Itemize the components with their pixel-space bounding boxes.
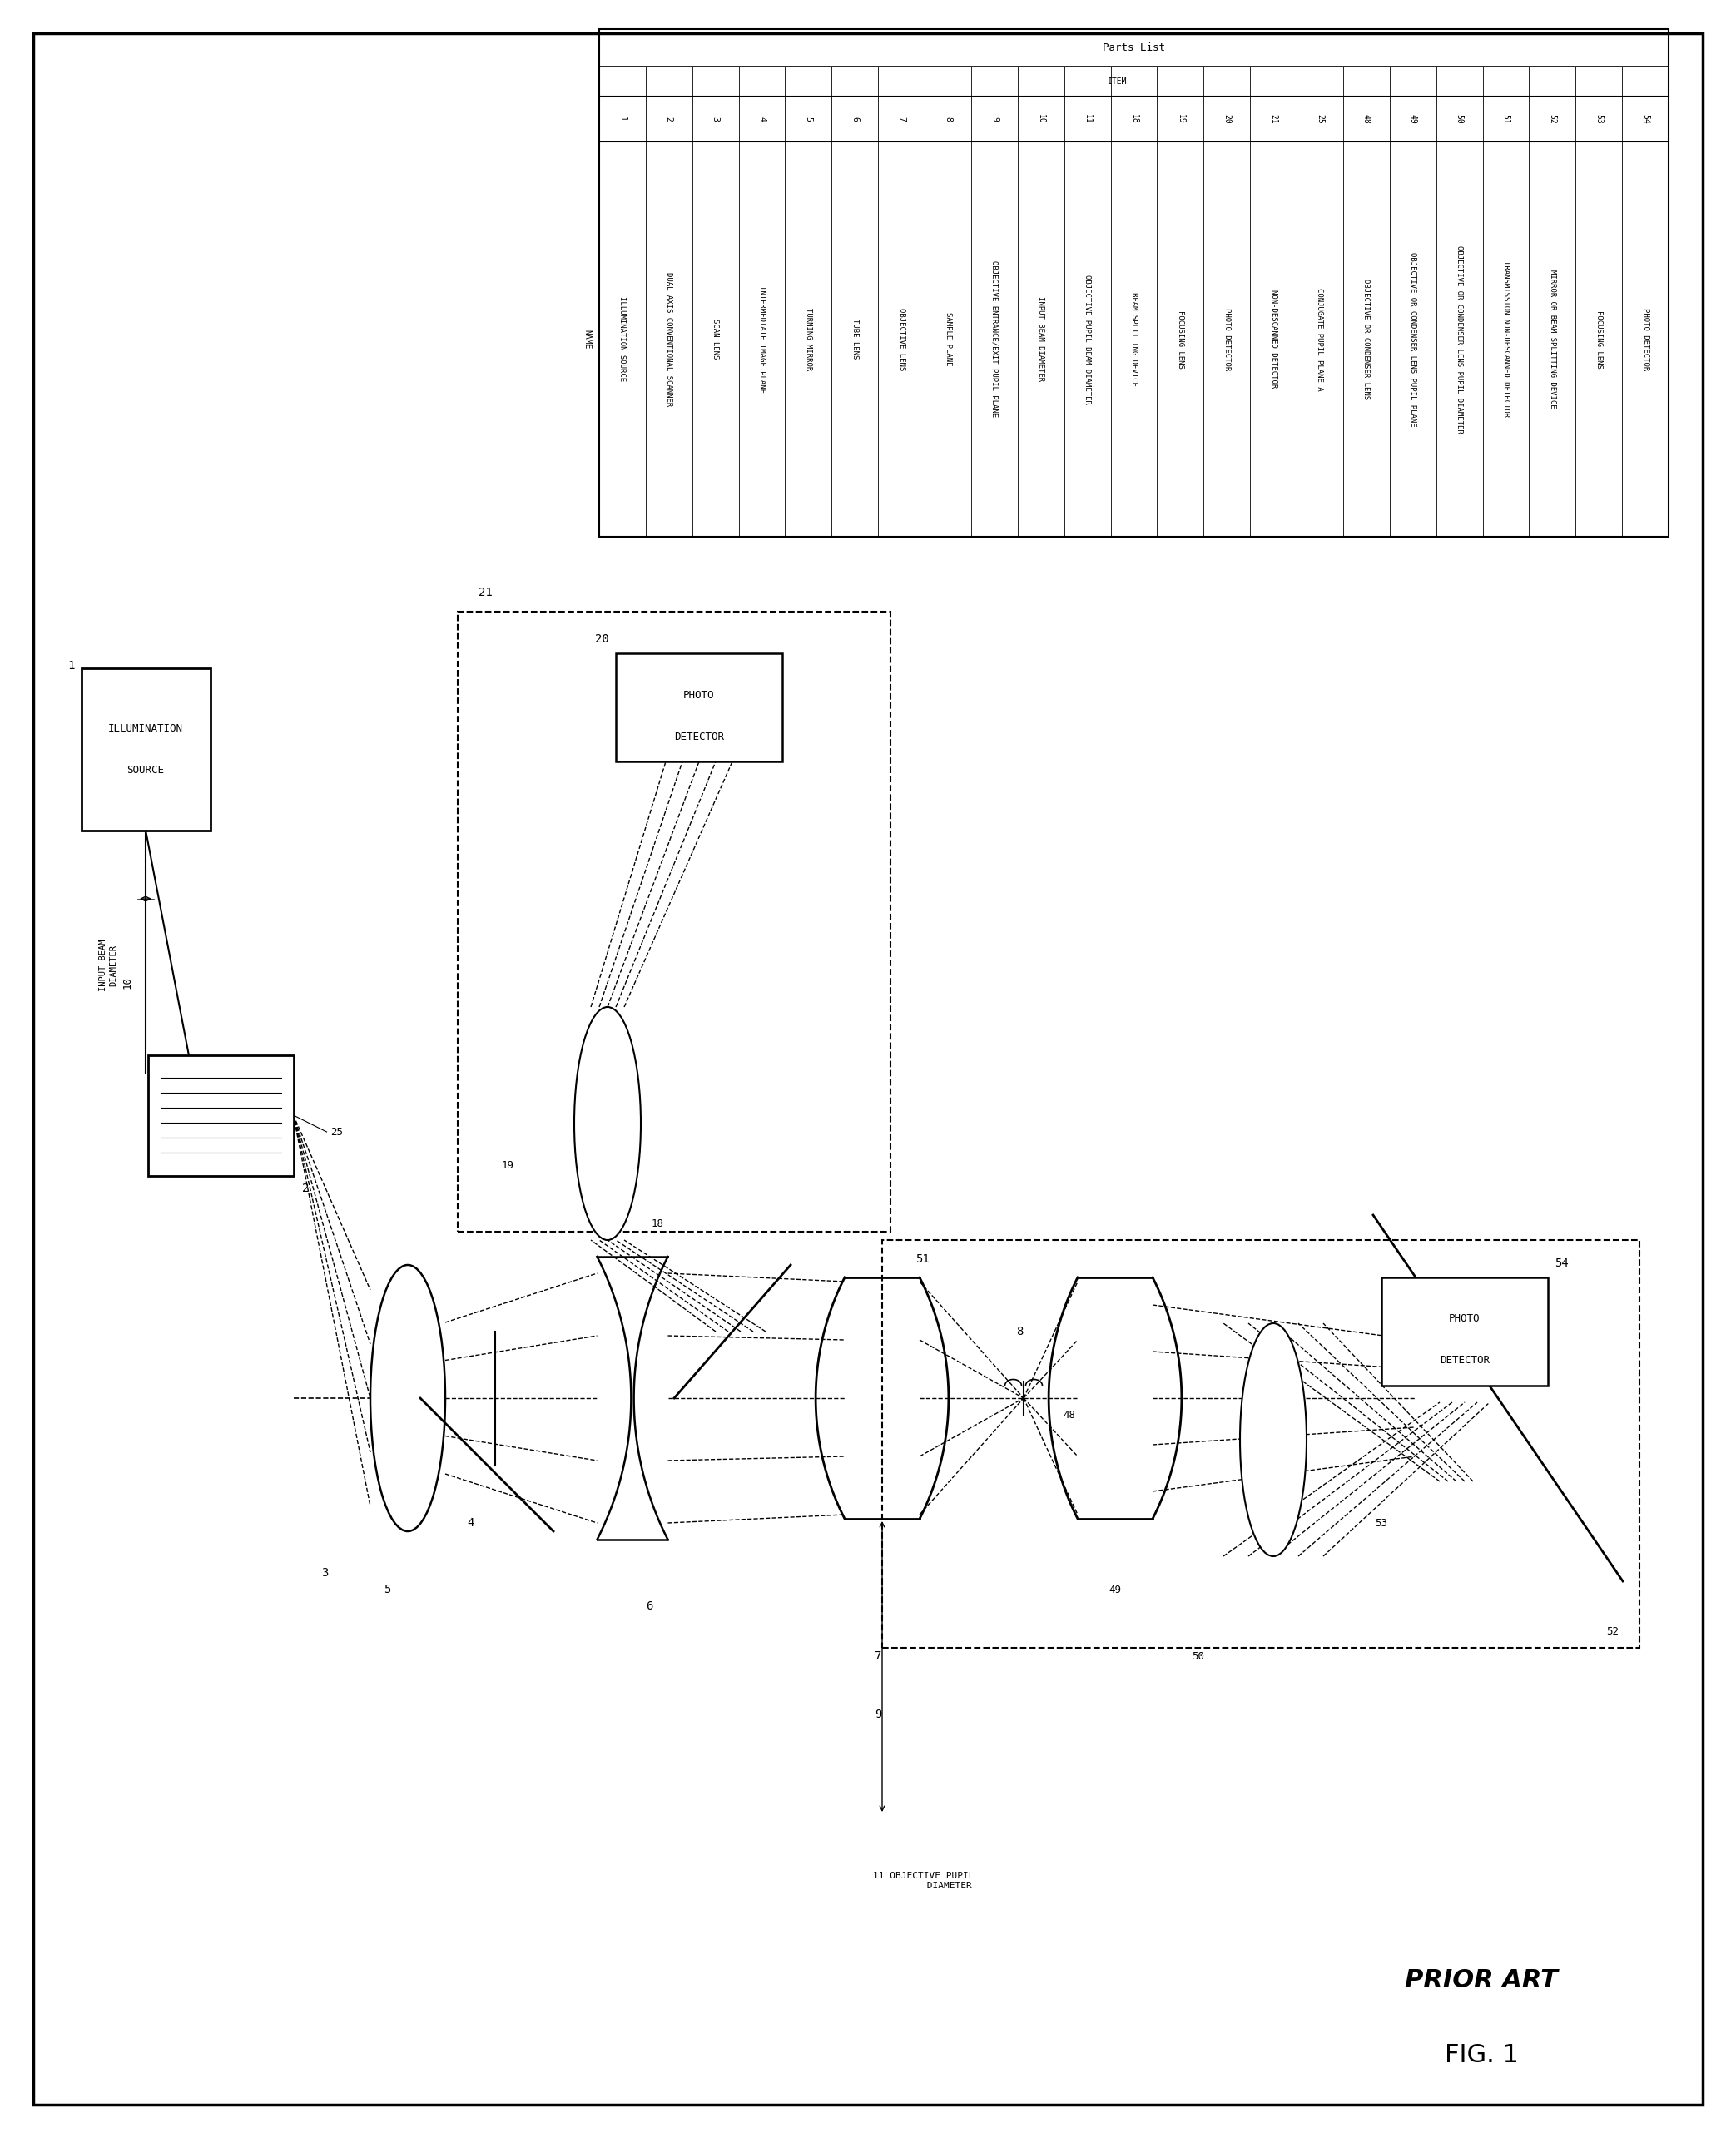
Text: 11 OBJECTIVE PUPIL
         DIAMETER: 11 OBJECTIVE PUPIL DIAMETER [873, 1873, 974, 1890]
Text: OBJECTIVE ENTRANCE/EXIT PUPIL PLANE: OBJECTIVE ENTRANCE/EXIT PUPIL PLANE [991, 261, 998, 417]
Text: 21: 21 [1269, 113, 1278, 124]
Text: 11: 11 [1083, 113, 1092, 124]
Text: Parts List: Parts List [1102, 43, 1165, 53]
Text: PHOTO: PHOTO [1450, 1313, 1481, 1326]
Bar [616, 654, 783, 761]
Bar [82, 667, 210, 830]
Text: 18: 18 [651, 1219, 663, 1229]
Text: DETECTOR: DETECTOR [674, 731, 724, 742]
Text: INPUT BEAM DIAMETER: INPUT BEAM DIAMETER [1036, 297, 1045, 381]
Text: BEAM SPLITTING DEVICE: BEAM SPLITTING DEVICE [1130, 293, 1137, 387]
Text: TUBE LENS: TUBE LENS [851, 319, 859, 359]
Text: ILLUMINATION: ILLUMINATION [108, 723, 182, 733]
Text: 49: 49 [1109, 1584, 1121, 1595]
Text: 5: 5 [804, 115, 812, 122]
Text: OBJECTIVE OR CONDENSER LENS PUPIL PLANE: OBJECTIVE OR CONDENSER LENS PUPIL PLANE [1410, 252, 1417, 425]
Text: 52: 52 [1606, 1625, 1618, 1636]
Text: CONJUGATE PUPIL PLANE A: CONJUGATE PUPIL PLANE A [1316, 289, 1323, 391]
Bar [458, 611, 891, 1231]
Text: 7: 7 [898, 115, 906, 122]
Text: 1: 1 [618, 115, 627, 122]
Text: 6: 6 [851, 115, 859, 122]
Text: DUAL AXIS CONVENTIONAL SCANNER: DUAL AXIS CONVENTIONAL SCANNER [665, 272, 672, 406]
Text: 9: 9 [875, 1708, 882, 1721]
Ellipse shape [575, 1007, 641, 1240]
Text: SCAN LENS: SCAN LENS [712, 319, 719, 359]
Text: FIG. 1: FIG. 1 [1444, 2044, 1519, 2067]
Text: NON-DESCANNED DETECTOR: NON-DESCANNED DETECTOR [1269, 291, 1278, 389]
Text: 3: 3 [321, 1567, 328, 1578]
Bar [882, 1240, 1639, 1648]
Text: 4: 4 [467, 1518, 474, 1529]
Bar [1382, 1279, 1549, 1385]
Text: ITEM: ITEM [1108, 77, 1127, 86]
Text: 50: 50 [1193, 1651, 1205, 1661]
Ellipse shape [1240, 1323, 1307, 1556]
Text: PRIOR ART: PRIOR ART [1404, 1969, 1557, 1993]
Text: 54: 54 [1641, 113, 1649, 124]
Text: 1: 1 [68, 659, 75, 671]
Text: 8: 8 [1016, 1326, 1023, 1338]
Text: OBJECTIVE OR CONDENSER LENS PUPIL DIAMETER: OBJECTIVE OR CONDENSER LENS PUPIL DIAMET… [1455, 246, 1463, 434]
Text: 10: 10 [1036, 113, 1045, 124]
Text: 2: 2 [302, 1182, 309, 1193]
Text: 25: 25 [1316, 113, 1325, 124]
Bar [148, 1054, 293, 1176]
Text: 5: 5 [384, 1584, 391, 1595]
Text: 51: 51 [915, 1253, 929, 1266]
Text: 54: 54 [1554, 1257, 1569, 1270]
Text: SAMPLE PLANE: SAMPLE PLANE [944, 312, 951, 366]
Text: 49: 49 [1408, 113, 1417, 124]
Text: 51: 51 [1502, 113, 1510, 124]
Text: SOURCE: SOURCE [127, 765, 165, 776]
Text: 9: 9 [990, 115, 998, 122]
Text: 10: 10 [122, 975, 132, 988]
Text: 25: 25 [332, 1127, 344, 1137]
Text: NAME: NAME [583, 329, 590, 348]
Text: OBJECTIVE PUPIL BEAM DIAMETER: OBJECTIVE PUPIL BEAM DIAMETER [1083, 274, 1092, 404]
Text: PHOTO: PHOTO [684, 688, 715, 701]
Text: 21: 21 [479, 586, 493, 599]
Text: 48: 48 [1363, 113, 1370, 124]
Text: 50: 50 [1455, 113, 1463, 124]
Text: 19: 19 [502, 1159, 514, 1169]
Text: FOCUSING LENS: FOCUSING LENS [1177, 310, 1184, 368]
Text: 20: 20 [595, 633, 609, 646]
Text: 4: 4 [759, 115, 766, 122]
Text: 3: 3 [712, 115, 720, 122]
Text: MIRROR OR BEAM SPLITTING DEVICE: MIRROR OR BEAM SPLITTING DEVICE [1549, 269, 1555, 408]
Text: 6: 6 [646, 1601, 653, 1612]
Text: TURNING MIRROR: TURNING MIRROR [806, 308, 812, 370]
Text: OBJECTIVE OR CONDENSER LENS: OBJECTIVE OR CONDENSER LENS [1363, 278, 1370, 400]
Bar [599, 30, 1668, 537]
Text: 53: 53 [1375, 1518, 1387, 1529]
Text: INPUT BEAM
DIAMETER: INPUT BEAM DIAMETER [99, 939, 116, 992]
Text: FOCUSING LENS: FOCUSING LENS [1595, 310, 1602, 368]
Text: TRANSMISSION NON-DESCANNED DETECTOR: TRANSMISSION NON-DESCANNED DETECTOR [1502, 261, 1510, 417]
Text: 52: 52 [1549, 113, 1557, 124]
Text: OBJECTIVE LENS: OBJECTIVE LENS [898, 308, 904, 370]
Text: INTERMEDIATE IMAGE PLANE: INTERMEDIATE IMAGE PLANE [759, 286, 766, 393]
Text: PHOTO DETECTOR: PHOTO DETECTOR [1642, 308, 1649, 370]
Ellipse shape [370, 1266, 444, 1531]
Text: 48: 48 [1062, 1409, 1076, 1420]
Text: 19: 19 [1177, 113, 1184, 124]
Text: DETECTOR: DETECTOR [1439, 1355, 1489, 1366]
Text: 2: 2 [665, 115, 674, 122]
Text: 53: 53 [1595, 113, 1602, 124]
Text: 7: 7 [875, 1651, 882, 1661]
Text: PHOTO DETECTOR: PHOTO DETECTOR [1224, 308, 1231, 370]
Text: 8: 8 [944, 115, 951, 122]
Text: 18: 18 [1130, 113, 1139, 124]
Text: 20: 20 [1222, 113, 1231, 124]
Text: ILLUMINATION SOURCE: ILLUMINATION SOURCE [618, 297, 627, 381]
